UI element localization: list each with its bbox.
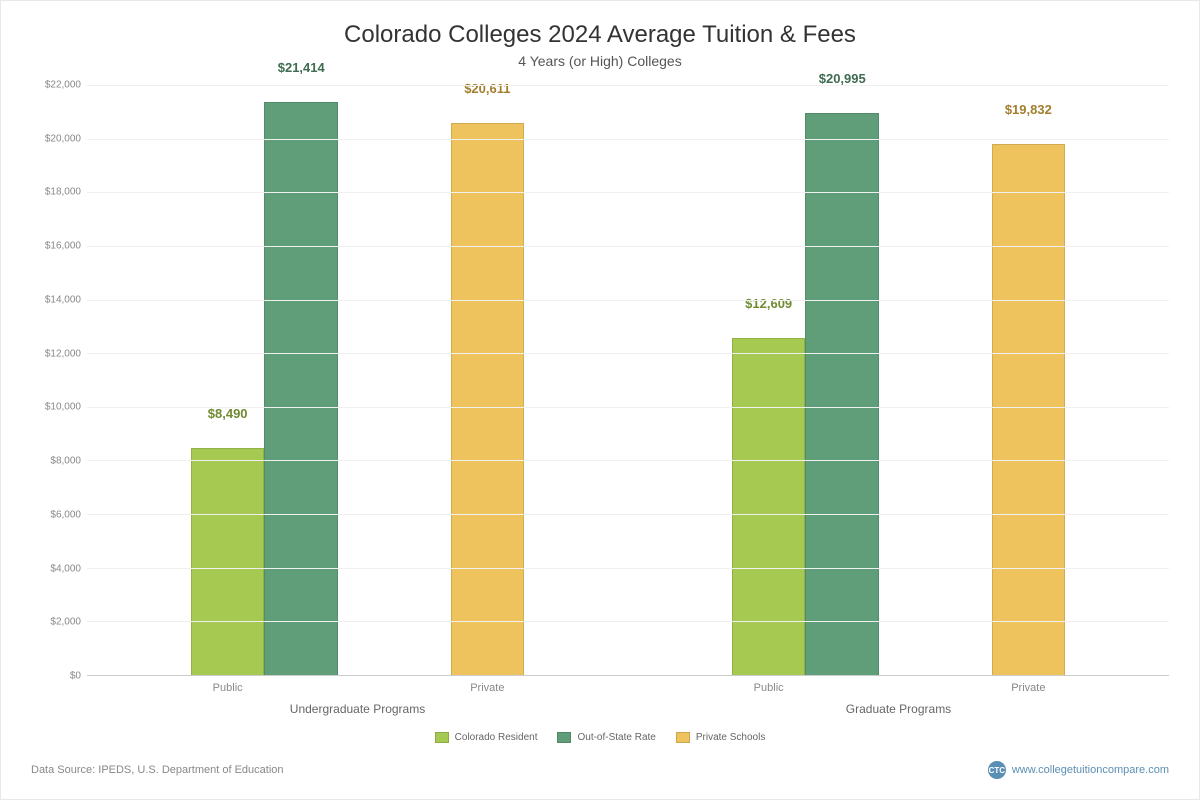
- x-group-label: Private: [1011, 682, 1045, 694]
- plot-area: $0$2,000$4,000$6,000$8,000$10,000$12,000…: [31, 85, 1169, 676]
- legend-swatch-icon: [676, 732, 690, 743]
- gridline: [87, 139, 1169, 140]
- x-super-group-label: Graduate Programs: [846, 702, 951, 716]
- x-group-label: Public: [754, 682, 784, 694]
- y-tick-label: $2,000: [50, 617, 81, 628]
- legend: Colorado Resident Out-of-State Rate Privat…: [31, 732, 1169, 743]
- bar-value-label: $20,995: [819, 71, 866, 92]
- bar: [805, 113, 879, 676]
- gridline: [87, 621, 1169, 622]
- bars-layer: $8,490$21,414$20,611$12,609$20,995$19,83…: [87, 86, 1169, 676]
- legend-label: Out-of-State Rate: [577, 732, 655, 743]
- bar: [191, 448, 265, 676]
- bar: [992, 144, 1066, 676]
- y-tick-label: $12,000: [45, 348, 81, 359]
- x-super-group-label: Undergraduate Programs: [290, 702, 425, 716]
- y-tick-label: $0: [70, 671, 81, 682]
- bar-value-label: $19,832: [1005, 102, 1052, 123]
- bar: [264, 102, 338, 676]
- bar: [451, 123, 525, 676]
- y-tick-label: $16,000: [45, 241, 81, 252]
- y-tick-label: $22,000: [45, 80, 81, 91]
- y-tick-label: $18,000: [45, 187, 81, 198]
- y-axis: $0$2,000$4,000$6,000$8,000$10,000$12,000…: [31, 85, 87, 676]
- y-tick-label: $4,000: [50, 563, 81, 574]
- gridline: [87, 85, 1169, 86]
- legend-swatch-icon: [435, 732, 449, 743]
- x-axis: Public Private Public Private Undergraduate …: [87, 676, 1169, 724]
- legend-label: Colorado Resident: [455, 732, 538, 743]
- y-tick-label: $6,000: [50, 509, 81, 520]
- data-source-text: Data Source: IPEDS, U.S. Department of E…: [31, 764, 284, 776]
- gridline: [87, 300, 1169, 301]
- y-tick-label: $8,000: [50, 456, 81, 467]
- gridline: [87, 246, 1169, 247]
- legend-item: Out-of-State Rate: [557, 732, 655, 743]
- bar-value-label: $8,490: [208, 406, 248, 427]
- gridline: [87, 568, 1169, 569]
- legend-label: Private Schools: [696, 732, 765, 743]
- bar-value-label: $21,414: [278, 60, 325, 81]
- x-group-label: Private: [470, 682, 504, 694]
- legend-item: Colorado Resident: [435, 732, 538, 743]
- gridline: [87, 514, 1169, 515]
- chart-footer: Data Source: IPEDS, U.S. Department of E…: [31, 761, 1169, 779]
- gridline: [87, 407, 1169, 408]
- chart-grid: $8,490$21,414$20,611$12,609$20,995$19,83…: [87, 85, 1169, 676]
- gridline: [87, 353, 1169, 354]
- site-credit: CTC www.collegetuitioncompare.com: [988, 761, 1169, 779]
- legend-swatch-icon: [557, 732, 571, 743]
- chart-title: Colorado Colleges 2024 Average Tuition &…: [31, 21, 1169, 49]
- bar: [732, 338, 806, 676]
- chart-container: Colorado Colleges 2024 Average Tuition &…: [1, 1, 1199, 799]
- y-tick-label: $10,000: [45, 402, 81, 413]
- legend-item: Private Schools: [676, 732, 765, 743]
- gridline: [87, 192, 1169, 193]
- chart-titles: Colorado Colleges 2024 Average Tuition &…: [31, 21, 1169, 85]
- chart-subtitle: 4 Years (or High) Colleges: [31, 53, 1169, 69]
- gridline: [87, 460, 1169, 461]
- y-tick-label: $14,000: [45, 294, 81, 305]
- site-url: www.collegetuitioncompare.com: [1012, 764, 1169, 776]
- y-tick-label: $20,000: [45, 133, 81, 144]
- x-group-label: Public: [213, 682, 243, 694]
- site-badge-icon: CTC: [988, 761, 1006, 779]
